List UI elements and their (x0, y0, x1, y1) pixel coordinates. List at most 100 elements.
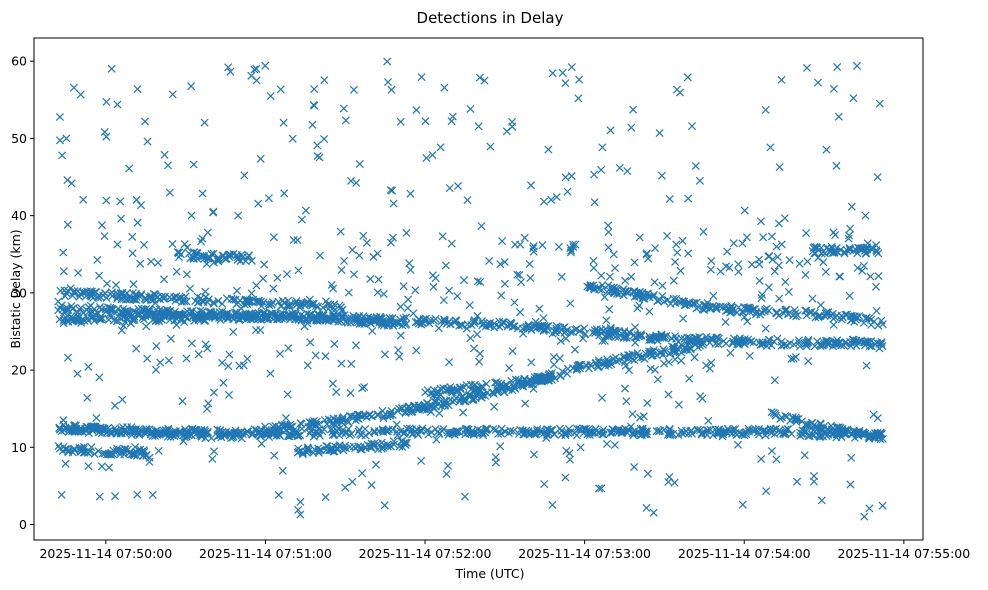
data-point-3017 (257, 439, 266, 448)
data-point-1813 (69, 314, 78, 323)
data-point-717 (88, 422, 97, 431)
data-point-1705 (318, 303, 327, 312)
data-point-1646 (209, 299, 218, 308)
data-point-3161 (387, 186, 397, 195)
data-point-2579 (817, 496, 826, 505)
data-point-2982 (558, 68, 567, 77)
plot-frame (33, 37, 924, 541)
data-point-373 (324, 415, 333, 424)
data-point-1496 (527, 325, 536, 335)
data-point-3015 (646, 364, 655, 373)
data-point-2276 (398, 437, 407, 446)
data-point-2784 (631, 338, 640, 347)
data-point-943 (588, 427, 597, 437)
data-point-822 (67, 427, 77, 436)
data-point-390 (395, 404, 404, 413)
data-point-2605 (306, 338, 315, 347)
data-point-895 (586, 428, 595, 437)
data-point-2883 (561, 79, 570, 88)
data-point-2690 (459, 276, 469, 285)
data-point-364 (353, 410, 362, 419)
data-point-2644 (622, 397, 631, 406)
data-point-914 (572, 424, 581, 433)
data-point-2638 (358, 469, 367, 478)
data-point-2272 (298, 448, 307, 457)
data-point-3011 (370, 439, 379, 448)
data-point-3122 (602, 439, 612, 448)
data-point-802 (678, 429, 687, 438)
data-point-2606 (552, 192, 561, 202)
data-point-926 (162, 426, 171, 435)
data-point-2207 (807, 424, 816, 433)
data-point-3152 (810, 249, 819, 258)
data-point-2857 (764, 283, 773, 292)
data-point-958 (121, 425, 130, 434)
data-point-851 (427, 428, 436, 437)
data-point-2890 (604, 228, 613, 237)
data-point-2879 (151, 298, 160, 308)
data-point-3056 (628, 409, 637, 419)
data-point-595 (494, 429, 503, 438)
data-point-784 (787, 429, 796, 438)
data-point-2132 (612, 289, 621, 298)
data-point-1406 (495, 317, 504, 326)
data-point-1214 (455, 321, 464, 330)
data-point-2550 (480, 76, 489, 85)
data-point-616 (111, 426, 120, 435)
data-point-2590 (526, 181, 536, 190)
data-point-2911 (328, 379, 337, 388)
data-point-897 (135, 429, 144, 438)
data-point-2901 (349, 85, 358, 94)
data-point-874 (285, 432, 294, 441)
data-point-2519 (849, 246, 858, 256)
data-point-3065 (327, 280, 336, 289)
data-point-2751 (721, 317, 730, 327)
data-point-374 (459, 396, 468, 405)
data-point-2804 (102, 97, 111, 106)
data-point-841 (630, 429, 639, 438)
data-point-3046 (168, 239, 177, 249)
data-point-2935 (703, 298, 712, 308)
data-point-2126 (645, 293, 654, 302)
data-point-1694 (264, 299, 273, 308)
data-point-2908 (164, 356, 173, 365)
data-point-3105 (358, 384, 367, 393)
data-point-605 (327, 424, 336, 433)
data-point-3009 (816, 301, 825, 310)
data-point-2562 (620, 328, 629, 337)
data-point-2795 (660, 297, 669, 306)
data-point-3094 (508, 347, 517, 356)
y-tick-label-2: 20 (11, 363, 27, 378)
data-point-2831 (431, 396, 441, 405)
data-point-2891 (675, 88, 685, 97)
data-point-898 (76, 427, 85, 436)
data-point-2781 (187, 211, 196, 220)
data-point-1940 (322, 316, 331, 325)
data-point-2925 (320, 134, 329, 144)
data-point-3044 (362, 238, 371, 247)
data-point-1654 (146, 293, 155, 302)
data-point-2928 (858, 266, 867, 275)
data-point-2977 (729, 239, 738, 248)
data-point-2878 (722, 427, 731, 436)
data-point-2893 (429, 282, 438, 291)
data-point-2721 (733, 440, 743, 449)
data-point-2609 (833, 62, 842, 72)
data-point-2966 (445, 286, 454, 295)
data-point-2541 (862, 243, 871, 252)
data-point-3111 (185, 249, 194, 258)
data-point-1450 (802, 342, 811, 351)
data-point-1332 (677, 334, 686, 343)
data-point-2761 (767, 341, 776, 350)
data-point-2975 (723, 247, 732, 256)
data-point-2767 (202, 259, 211, 269)
data-point-2671 (527, 358, 536, 367)
data-point-2973 (428, 150, 437, 160)
data-point-2852 (610, 264, 620, 273)
data-point-969 (546, 426, 555, 435)
data-point-964 (379, 427, 388, 437)
data-point-2736 (140, 117, 150, 126)
data-point-2166 (878, 434, 887, 443)
data-point-2991 (209, 447, 219, 456)
data-point-2913 (615, 163, 624, 172)
